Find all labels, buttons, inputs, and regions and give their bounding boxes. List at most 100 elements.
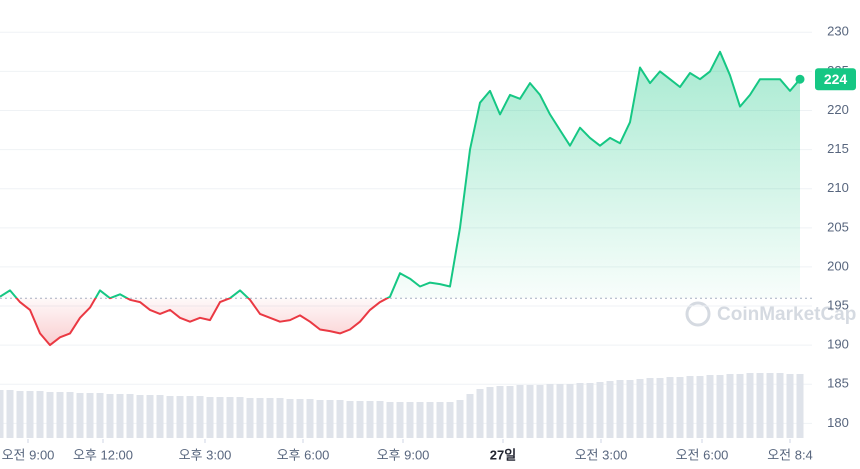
volume-bar (736, 374, 744, 438)
volume-bar (366, 401, 374, 438)
volume-bar (726, 374, 734, 438)
volume-bar (696, 376, 704, 438)
volume-bar (796, 374, 804, 438)
volume-bar (226, 397, 234, 438)
y-tick-label: 195 (827, 297, 849, 312)
volume-bar (496, 386, 504, 438)
volume-bar (756, 373, 764, 438)
volume-bar (186, 396, 194, 438)
volume-bar (786, 374, 794, 438)
x-tick-label: 오후 6:00 (277, 447, 330, 462)
volume-bar (776, 373, 784, 438)
x-tick-label: 오전 9:00 (2, 447, 55, 462)
volume-bar (6, 390, 14, 438)
volume-bar (656, 378, 664, 438)
x-tick-label: 오후 9:00 (377, 447, 430, 462)
volume-bar (166, 396, 174, 438)
volume-bar (386, 402, 394, 438)
volume-bar (136, 395, 144, 438)
volume-bar (326, 400, 334, 438)
volume-bar (446, 402, 454, 438)
x-tick-label: 27일 (490, 447, 516, 462)
volume-bar (66, 392, 74, 438)
volume-bar (336, 400, 344, 438)
watermark: CoinMarketCap (685, 301, 856, 327)
volume-bar (616, 380, 624, 438)
volume-bar (296, 399, 304, 438)
volume-bar (246, 398, 254, 438)
volume-bar (236, 397, 244, 438)
last-price-dot (795, 74, 805, 84)
volume-bar (406, 402, 414, 438)
volume-bar (316, 400, 324, 438)
volume-bar (466, 394, 474, 438)
price-area (0, 51, 800, 346)
volume-bar (666, 377, 674, 438)
price-tag-label: 224 (824, 71, 848, 87)
volume-bar (436, 402, 444, 438)
volume-bar (536, 385, 544, 438)
volume-bar (266, 398, 274, 438)
volume-bar (586, 383, 594, 438)
volume-bar (156, 395, 164, 438)
volume-bar (416, 402, 424, 438)
x-tick-label: 오전 6:00 (676, 447, 729, 462)
watermark-text: CoinMarketCap (717, 304, 856, 325)
volume-bar (706, 375, 714, 438)
y-tick-label: 215 (827, 141, 849, 156)
volume-bar (546, 384, 554, 438)
volume-bar (356, 401, 364, 438)
volume-bar (26, 391, 34, 438)
x-tick-label: 오후 12:00 (73, 447, 133, 462)
volume-bar (176, 396, 184, 438)
x-tick-label: 오전 3:00 (575, 447, 628, 462)
volume-bar (106, 394, 114, 438)
volume-bar (116, 394, 124, 438)
volume-bar (276, 398, 284, 438)
volume-bar (556, 384, 564, 438)
volume-bar (626, 380, 634, 438)
volume-bar (686, 376, 694, 438)
price-line (0, 50, 801, 347)
volume-bar (716, 375, 724, 438)
x-tick-label: 오후 3:00 (179, 447, 232, 462)
y-tick-label: 205 (827, 219, 849, 234)
volume-bar (196, 396, 204, 438)
volume-bar (96, 393, 104, 438)
volume-bar (376, 401, 384, 438)
volume-bar (56, 392, 64, 438)
volume-bar (76, 393, 84, 438)
volume-bar (36, 391, 44, 438)
volume-bars (0, 373, 804, 438)
x-tick-label: 오전 8:4 (767, 447, 813, 462)
volume-bar (506, 386, 514, 438)
volume-bar (596, 382, 604, 438)
volume-bar (86, 393, 94, 438)
y-tick-label: 180 (827, 415, 849, 430)
y-tick-label: 210 (827, 180, 849, 195)
volume-bar (646, 378, 654, 438)
volume-bar (576, 383, 584, 438)
volume-bar (286, 399, 294, 438)
volume-bar (516, 385, 524, 438)
volume-bar (676, 377, 684, 438)
price-tag (815, 68, 856, 91)
y-tick-label: 220 (827, 102, 849, 117)
y-tick-label: 190 (827, 337, 849, 352)
volume-bar (746, 373, 754, 438)
volume-bar (636, 379, 644, 438)
volume-bar (606, 381, 614, 438)
y-tick-label: 230 (827, 24, 849, 39)
volume-bar (526, 385, 534, 438)
volume-bar (16, 391, 24, 438)
volume-bar (426, 402, 434, 438)
volume-bar (346, 401, 354, 438)
volume-bar (0, 390, 4, 438)
volume-bar (456, 400, 464, 438)
volume-bar (126, 394, 134, 438)
volume-bar (396, 402, 404, 438)
volume-bar (46, 392, 54, 438)
volume-bar (476, 389, 484, 438)
